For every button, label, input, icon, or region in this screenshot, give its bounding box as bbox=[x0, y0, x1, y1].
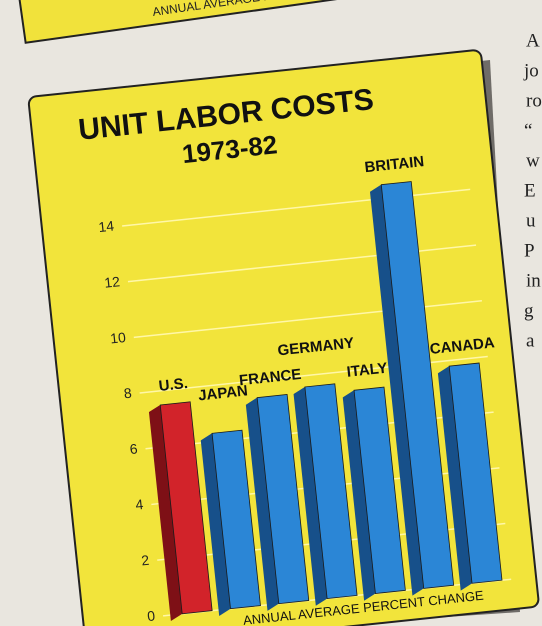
y-tick-label: 12 bbox=[104, 273, 121, 291]
side-text: g bbox=[524, 300, 534, 321]
side-text: P bbox=[524, 240, 535, 261]
card: UNIT LABOR COSTS 1973-82 02468101214U.S.… bbox=[28, 50, 539, 626]
bar-category-label: U.S. bbox=[158, 375, 189, 395]
page: {"header_fragment": "ANNUAL AVERAGE PERC… bbox=[0, 0, 542, 626]
side-text: E bbox=[524, 180, 536, 201]
chart: ANNUAL AVERAGE PERCENT CHANGE Ajoro“wEuP… bbox=[0, 0, 542, 626]
side-text: A bbox=[526, 30, 540, 51]
side-text: ro bbox=[526, 90, 542, 111]
side-text: in bbox=[526, 270, 541, 291]
side-text: “ bbox=[524, 120, 532, 141]
y-tick-label: 14 bbox=[98, 218, 115, 236]
side-text: u bbox=[526, 210, 536, 231]
side-text: jo bbox=[523, 60, 539, 81]
side-text: w bbox=[526, 150, 540, 171]
y-tick-label: 10 bbox=[109, 329, 126, 347]
side-text: a bbox=[526, 330, 535, 351]
